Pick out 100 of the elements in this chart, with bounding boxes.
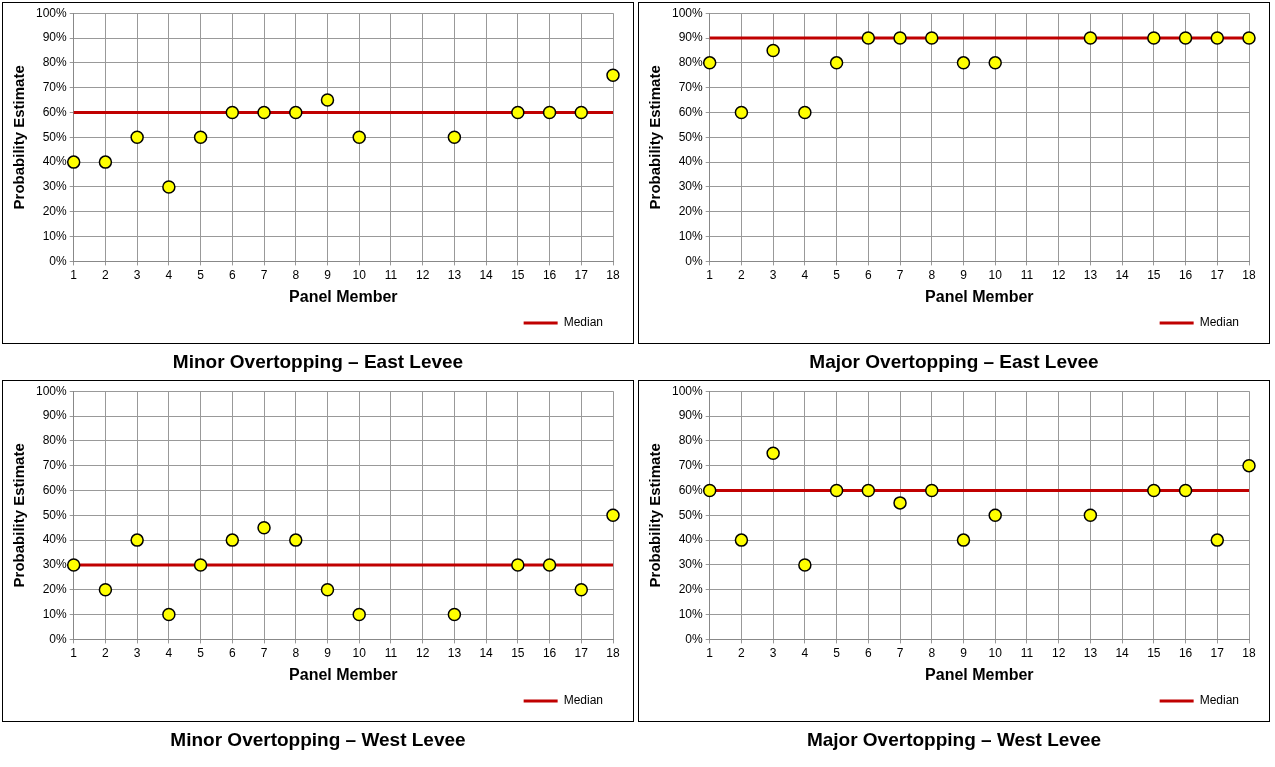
point bbox=[542, 558, 557, 572]
point bbox=[162, 180, 176, 194]
y-tick-label: 50% bbox=[42, 129, 68, 144]
x-tick-label: 4 bbox=[165, 267, 173, 282]
point bbox=[1210, 31, 1225, 45]
x-tick-label: 3 bbox=[769, 645, 777, 660]
point bbox=[257, 520, 271, 535]
y-tick-label: 0% bbox=[49, 253, 68, 268]
x-tick-label: 8 bbox=[292, 267, 300, 282]
x-tick-label: 7 bbox=[260, 267, 268, 282]
x-tick-label: 14 bbox=[1115, 267, 1130, 282]
y-tick-label: 60% bbox=[42, 482, 68, 497]
y-tick-label: 50% bbox=[678, 129, 704, 144]
point bbox=[925, 483, 939, 498]
y-tick-label: 10% bbox=[678, 606, 704, 621]
point bbox=[798, 558, 812, 572]
y-tick-label: 30% bbox=[678, 557, 704, 572]
y-tick-label: 60% bbox=[42, 104, 68, 119]
x-tick-label: 12 bbox=[1051, 645, 1066, 660]
y-tick-label: 20% bbox=[42, 204, 68, 219]
point bbox=[193, 130, 208, 145]
legend-label: Median bbox=[563, 693, 603, 708]
y-tick-label: 40% bbox=[42, 532, 68, 547]
x-tick-label: 16 bbox=[1178, 645, 1193, 660]
point bbox=[130, 130, 144, 145]
point bbox=[861, 31, 876, 45]
x-tick-label: 16 bbox=[1178, 267, 1193, 282]
y-axis-title: Probability Estimate bbox=[10, 443, 28, 588]
x-tick-label: 2 bbox=[102, 267, 110, 282]
y-tick-label: 80% bbox=[42, 433, 68, 448]
x-tick-label: 5 bbox=[197, 267, 205, 282]
x-tick-label: 14 bbox=[1115, 645, 1130, 660]
point bbox=[1147, 31, 1161, 45]
x-axis-title: Panel Member bbox=[925, 665, 1034, 683]
x-tick-label: 9 bbox=[324, 645, 332, 660]
x-tick-label: 14 bbox=[479, 645, 494, 660]
x-tick-label: 2 bbox=[102, 645, 110, 660]
point bbox=[1083, 31, 1098, 45]
x-tick-label: 6 bbox=[228, 645, 236, 660]
x-tick-label: 1 bbox=[706, 267, 714, 282]
x-tick-label: 15 bbox=[1147, 645, 1161, 660]
point bbox=[447, 607, 462, 622]
x-tick-label: 7 bbox=[260, 645, 268, 660]
x-tick-label: 2 bbox=[738, 267, 746, 282]
x-tick-label: 12 bbox=[415, 267, 430, 282]
x-tick-label: 16 bbox=[542, 645, 557, 660]
y-axis-title: Probability Estimate bbox=[646, 443, 664, 588]
point bbox=[98, 155, 113, 169]
point bbox=[225, 533, 240, 547]
y-tick-label: 80% bbox=[678, 433, 704, 448]
point bbox=[1178, 31, 1193, 45]
y-tick-label: 90% bbox=[678, 408, 704, 423]
point bbox=[988, 56, 1002, 70]
x-tick-label: 1 bbox=[706, 645, 714, 660]
x-tick-label: 1 bbox=[70, 267, 78, 282]
y-tick-label: 90% bbox=[678, 30, 704, 45]
x-tick-label: 17 bbox=[1210, 645, 1225, 660]
point bbox=[925, 31, 939, 45]
x-tick-label: 12 bbox=[415, 645, 430, 660]
y-tick-label: 100% bbox=[35, 383, 68, 398]
point bbox=[1147, 483, 1161, 498]
legend-label: Median bbox=[1199, 693, 1239, 708]
x-tick-label: 7 bbox=[896, 645, 904, 660]
y-tick-label: 40% bbox=[42, 154, 68, 169]
x-tick-label: 13 bbox=[1083, 645, 1098, 660]
x-tick-label: 18 bbox=[1242, 645, 1256, 660]
point bbox=[798, 105, 812, 120]
x-tick-label: 12 bbox=[1051, 267, 1066, 282]
x-tick-label: 4 bbox=[801, 267, 809, 282]
x-tick-label: 18 bbox=[1242, 267, 1256, 282]
y-tick-label: 10% bbox=[42, 606, 68, 621]
y-tick-label: 70% bbox=[42, 79, 68, 94]
point bbox=[193, 558, 208, 572]
y-tick-label: 0% bbox=[685, 253, 704, 268]
y-tick-label: 50% bbox=[678, 507, 704, 522]
y-tick-label: 80% bbox=[678, 55, 704, 70]
y-tick-label: 70% bbox=[678, 457, 704, 472]
x-tick-label: 18 bbox=[606, 645, 620, 660]
x-tick-label: 9 bbox=[960, 645, 968, 660]
y-tick-label: 90% bbox=[42, 408, 68, 423]
x-tick-label: 5 bbox=[197, 645, 205, 660]
point bbox=[257, 105, 271, 120]
x-tick-label: 10 bbox=[988, 267, 1003, 282]
point bbox=[988, 508, 1002, 523]
text: Major Overtopping – West Levee bbox=[805, 729, 1103, 751]
x-tick-label: 7 bbox=[896, 267, 904, 282]
point bbox=[574, 105, 589, 120]
point bbox=[352, 607, 366, 622]
point bbox=[606, 68, 620, 82]
point bbox=[734, 533, 749, 547]
x-tick-label: 13 bbox=[447, 267, 462, 282]
legend-label: Median bbox=[563, 315, 603, 330]
point bbox=[162, 607, 176, 622]
point bbox=[98, 583, 113, 597]
y-tick-label: 30% bbox=[42, 557, 68, 572]
y-tick-label: 100% bbox=[35, 5, 68, 20]
y-axis-title: Probability Estimate bbox=[10, 65, 28, 210]
point bbox=[766, 43, 780, 58]
x-tick-label: 1 bbox=[70, 645, 78, 660]
point bbox=[766, 446, 780, 460]
